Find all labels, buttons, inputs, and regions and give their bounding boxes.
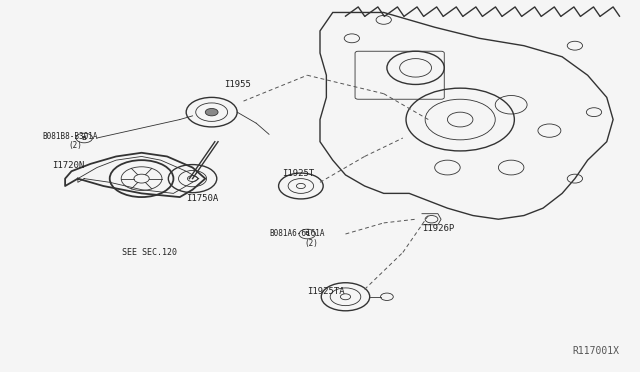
Text: (2): (2) [68, 141, 82, 150]
Text: B: B [305, 231, 310, 237]
Circle shape [205, 109, 218, 116]
Text: I1955: I1955 [225, 80, 252, 89]
Text: R117001X: R117001X [573, 346, 620, 356]
Text: I1925TA: I1925TA [307, 287, 345, 296]
Text: I1720N: I1720N [52, 161, 84, 170]
Text: I1926P: I1926P [422, 224, 454, 233]
Text: I1925T: I1925T [282, 169, 314, 177]
Text: B081A6-6161A: B081A6-6161A [269, 230, 324, 238]
Text: B: B [82, 135, 86, 141]
Text: (2): (2) [304, 239, 318, 248]
Text: I1750A: I1750A [186, 195, 218, 203]
Text: B081B8-B301A: B081B8-B301A [43, 132, 99, 141]
Text: SEE SEC.120: SEE SEC.120 [122, 248, 177, 257]
